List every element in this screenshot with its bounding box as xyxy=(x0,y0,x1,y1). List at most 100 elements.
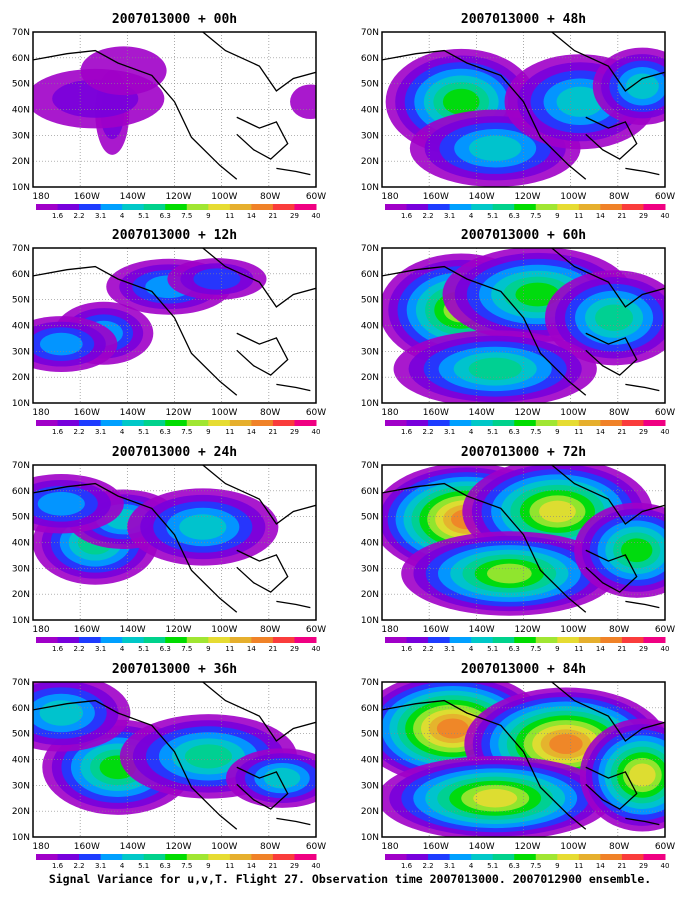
colorbar-swatch xyxy=(36,420,59,426)
lon-tick-label: 140W xyxy=(120,842,146,852)
lat-tick-label: 30N xyxy=(361,564,379,574)
colorbar-label: 5.1 xyxy=(487,212,498,220)
colorbar-label: 11 xyxy=(225,645,234,653)
gridlines xyxy=(382,682,665,837)
lon-tick-label: 120W xyxy=(165,625,191,635)
coastline xyxy=(33,248,316,396)
lat-tick-label: 10N xyxy=(361,183,379,193)
colorbar-label: 29 xyxy=(639,428,648,436)
colorbar-swatch xyxy=(643,854,666,860)
colorbar-swatch xyxy=(36,637,59,643)
gulf-of-mexico xyxy=(585,766,638,810)
map-panel-48h: 2007013000 + 48h 70N 60N 50N 40N 30N 20N 10N180… xyxy=(361,12,675,220)
lat-tick-label: 70N xyxy=(12,28,30,38)
colorbar-swatch xyxy=(100,204,123,210)
colorbar-label: 14 xyxy=(596,428,605,436)
lon-tick-label: 60W xyxy=(655,408,675,418)
colorbar-label: 2.2 xyxy=(74,862,85,870)
lon-tick-label: 160W xyxy=(423,842,449,852)
lon-tick-label: 160W xyxy=(74,625,100,635)
colorbar-label: 4 xyxy=(469,212,474,220)
colorbar-swatch xyxy=(208,420,231,426)
colorbar-swatch xyxy=(406,420,429,426)
lat-tick-label: 20N xyxy=(361,807,379,817)
colorbar-label: 14 xyxy=(596,862,605,870)
colorbar-swatch xyxy=(122,637,145,643)
colorbar-swatch xyxy=(186,204,209,210)
colorbar-label: 40 xyxy=(312,862,321,870)
colorbar-label: 11 xyxy=(225,212,234,220)
colorbar-label: 6.3 xyxy=(160,212,171,220)
lon-tick-label: 80W xyxy=(260,842,280,852)
lon-tick-label: 140W xyxy=(469,625,495,635)
colorbar-label: 14 xyxy=(596,645,605,653)
colorbar-swatch xyxy=(122,204,145,210)
colorbar-label: 6.3 xyxy=(160,645,171,653)
coastline xyxy=(33,682,316,830)
colorbar-swatch xyxy=(406,204,429,210)
colorbar-label: 4 xyxy=(469,428,474,436)
colorbar-label: 21 xyxy=(617,212,626,220)
colorbar-swatch xyxy=(514,420,537,426)
hudson-bay xyxy=(551,465,665,525)
lon-tick-label: 180 xyxy=(32,408,49,418)
colorbar-swatch xyxy=(79,204,102,210)
colorbar-label: 6.3 xyxy=(509,862,520,870)
colorbar-swatch xyxy=(406,854,429,860)
caribbean-islands xyxy=(625,167,660,176)
colorbar-label: 7.5 xyxy=(530,645,541,653)
colorbar-swatch xyxy=(143,637,166,643)
colorbar-label: 5.1 xyxy=(138,645,149,653)
lat-tick-label: 60N xyxy=(361,54,379,64)
lon-tick-label: 120W xyxy=(165,408,191,418)
colorbar-label: 4 xyxy=(120,212,125,220)
lat-tick-label: 50N xyxy=(361,730,379,740)
map-panel-24h: 2007013000 + 24h 70N 60N 50N 40N 30N 20N 10N180… xyxy=(12,445,326,653)
contour-band xyxy=(37,491,85,516)
colorbar-swatch xyxy=(100,637,123,643)
caribbean-islands xyxy=(625,817,660,826)
lat-tick-label: 20N xyxy=(361,373,379,383)
caribbean-islands xyxy=(276,167,311,176)
colorbar-swatch xyxy=(272,204,295,210)
colorbar-swatch xyxy=(186,420,209,426)
variance-field xyxy=(33,258,267,373)
colorbar-label: 2.2 xyxy=(74,428,85,436)
colorbar-swatch xyxy=(229,420,252,426)
gulf-of-mexico xyxy=(585,332,638,376)
coastline xyxy=(382,682,665,830)
map-panel-60h: 2007013000 + 60h 70N 60N 50N 40N 30N 20N 10N180… xyxy=(361,228,675,436)
colorbar-swatch xyxy=(272,637,295,643)
lat-tick-label: 20N xyxy=(12,373,30,383)
caribbean-islands xyxy=(276,817,311,826)
panel-title: 2007013000 + 36h xyxy=(112,662,237,677)
map-panel-00h: 2007013000 + 00h 70N 60N 50N 40N 30N 20N 10N180… xyxy=(12,12,326,220)
colorbar-label: 14 xyxy=(247,428,256,436)
colorbar-label: 7.5 xyxy=(181,862,192,870)
lat-tick-label: 70N xyxy=(361,678,379,688)
colorbar-swatch xyxy=(186,637,209,643)
gulf-of-mexico xyxy=(236,116,289,160)
lon-tick-label: 80W xyxy=(260,192,280,202)
colorbar-swatch xyxy=(557,420,580,426)
colorbar-swatch xyxy=(621,854,644,860)
hudson-bay xyxy=(551,32,665,92)
contour-band xyxy=(80,46,167,96)
lat-tick-label: 40N xyxy=(361,756,379,766)
colorbar-swatch xyxy=(643,637,666,643)
lat-tick-label: 20N xyxy=(12,807,30,817)
colorbar-swatch xyxy=(229,637,252,643)
colorbar-swatch xyxy=(122,420,145,426)
colorbar-label: 1.6 xyxy=(401,645,413,653)
colorbar-swatch xyxy=(57,204,80,210)
map-frame xyxy=(32,681,317,838)
colorbar-label: 9 xyxy=(555,645,559,653)
colorbar-swatch xyxy=(79,420,102,426)
colorbar-label: 11 xyxy=(225,862,234,870)
colorbar-label: 14 xyxy=(247,212,256,220)
gridlines xyxy=(382,32,665,187)
colorbar-swatch xyxy=(621,204,644,210)
colorbar-swatch xyxy=(535,420,558,426)
lon-tick-label: 180 xyxy=(381,625,398,635)
colorbar-swatch xyxy=(143,854,166,860)
